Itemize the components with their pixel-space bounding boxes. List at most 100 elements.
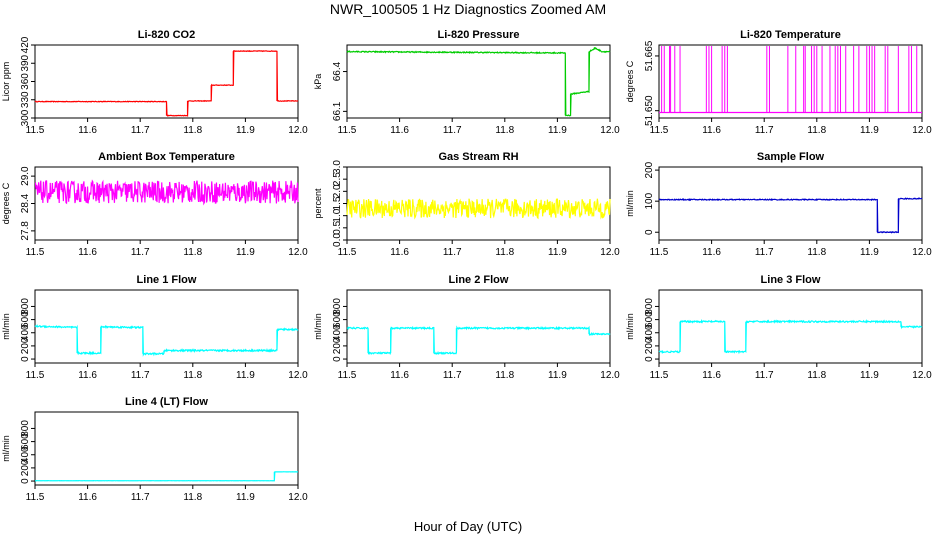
y-tick-label: 29.0 [20,166,31,186]
x-tick-label: 12.0 [288,492,308,503]
x-tick-label: 12.0 [912,125,932,136]
y-tick-label: 1.0 [332,208,343,222]
plot-frame [346,289,611,364]
x-tick-label: 11.8 [807,370,826,381]
y-tick-label: 300 [20,109,31,126]
x-tick-label: 11.9 [548,370,567,381]
x-tick-label: 11.6 [702,125,721,136]
x-tick-label: 11.8 [807,247,826,258]
y-tick-label: 0.0 [332,233,343,247]
x-tick-label: 11.9 [860,125,879,136]
x-tick-label: 11.6 [702,370,721,381]
x-tick-label: 11.9 [236,492,255,503]
y-tick-label: 0 [644,229,655,235]
x-tick-label: 11.8 [495,247,514,258]
series-line [34,323,299,357]
y-tick-label: 200 [644,161,655,178]
y-tick-label: 200 [332,337,343,354]
y-tick-label: 600 [332,311,343,328]
x-tick-label: 12.0 [288,125,308,136]
x-tick-label: 11.5 [26,247,45,258]
panel-title: Li-820 CO2 [138,29,195,41]
y-tick-label: 330 [20,91,31,108]
y-tick-label: 2.5 [332,172,343,186]
chart-panel: Li-820 CO2 11.5 11.6 11.7 11.8 11.9 12.0 300330… [1,29,308,136]
y-tick-label: 400 [644,324,655,341]
series-line [34,471,299,482]
x-tick-label: 11.9 [236,370,255,381]
x-tick-label: 11.7 [755,370,774,381]
y-tick-label: 600 [20,311,31,328]
y-axis-label: ml/min [625,190,635,217]
panel-title: Li-820 Temperature [740,29,841,41]
y-tick-label: 800 [332,298,343,315]
y-tick-label: 200 [20,337,31,354]
x-tick-label: 12.0 [912,370,932,381]
plot-frame [34,411,299,486]
y-tick-label: 100 [644,192,655,209]
x-tick-label: 12.0 [600,247,620,258]
x-tick-label: 11.6 [390,370,409,381]
plot-frame [658,44,923,119]
panel-title: Line 2 Flow [449,274,509,286]
x-tick-label: 11.7 [131,492,150,503]
y-axis-label: ml/min [1,313,11,340]
x-tick-label: 12.0 [912,247,932,258]
y-axis-label: ml/min [313,313,323,340]
plot-frame [34,166,299,241]
x-tick-label: 12.0 [600,370,620,381]
x-tick-label: 11.5 [338,370,357,381]
x-tick-label: 11.5 [26,125,45,136]
x-tick-label: 11.5 [338,125,357,136]
y-tick-label: 600 [644,311,655,328]
series-line [658,319,923,355]
y-tick-label: 0.5 [332,220,343,234]
y-tick-label: 51.665 [644,40,655,71]
x-tick-label: 11.8 [807,125,826,136]
x-axis-title: Hour of Day (UTC) [414,519,522,534]
x-tick-label: 11.6 [390,247,409,258]
y-tick-label: 0 [20,356,31,362]
x-tick-label: 11.8 [183,247,202,258]
x-tick-label: 11.6 [78,492,97,503]
x-tick-label: 11.9 [548,247,567,258]
y-tick-label: 800 [20,298,31,315]
y-tick-label: 360 [20,73,31,90]
y-tick-label: 390 [20,54,31,71]
y-axis-label: degrees C [625,60,635,102]
x-tick-label: 11.5 [26,370,45,381]
plot-frame [346,166,611,241]
series-line [34,179,299,206]
x-tick-label: 11.6 [78,125,97,136]
y-tick-label: 800 [20,420,31,437]
series-line [346,325,611,356]
x-tick-label: 11.9 [860,370,879,381]
panel-title: Line 4 (LT) Flow [125,396,208,408]
x-tick-label: 11.8 [183,492,202,503]
y-tick-label: 0 [644,356,655,362]
y-tick-label: 28.4 [20,193,31,213]
x-tick-label: 12.0 [600,125,620,136]
x-tick-label: 11.7 [131,247,150,258]
x-tick-label: 11.7 [443,125,462,136]
x-tick-label: 11.9 [860,247,879,258]
y-tick-label: 3.0 [332,160,343,174]
y-axis-label: percent [313,188,323,219]
chart-panel: Gas Stream RH 11.5 11.6 11.7 11.8 11.9 12.0 0.0… [313,151,620,258]
x-tick-label: 11.5 [650,370,669,381]
x-tick-label: 11.6 [390,125,409,136]
x-tick-label: 11.7 [131,370,150,381]
x-tick-label: 12.0 [288,247,308,258]
x-tick-label: 11.6 [78,370,97,381]
series-line [346,46,611,117]
x-tick-label: 11.8 [495,370,514,381]
y-tick-label: 200 [644,337,655,354]
x-tick-label: 11.5 [338,247,357,258]
y-axis-label: ml/min [625,313,635,340]
panel-title: Gas Stream RH [438,151,518,163]
chart-panel: Line 2 Flow 11.5 11.6 11.7 11.8 11.9 12.0 0 2004… [313,274,620,381]
y-tick-label: 600 [20,433,31,450]
chart-panel: Li-820 Temperature 11.5 11.6 11.7 11.8 11.9 12… [625,29,932,136]
y-tick-label: 0 [332,356,343,362]
